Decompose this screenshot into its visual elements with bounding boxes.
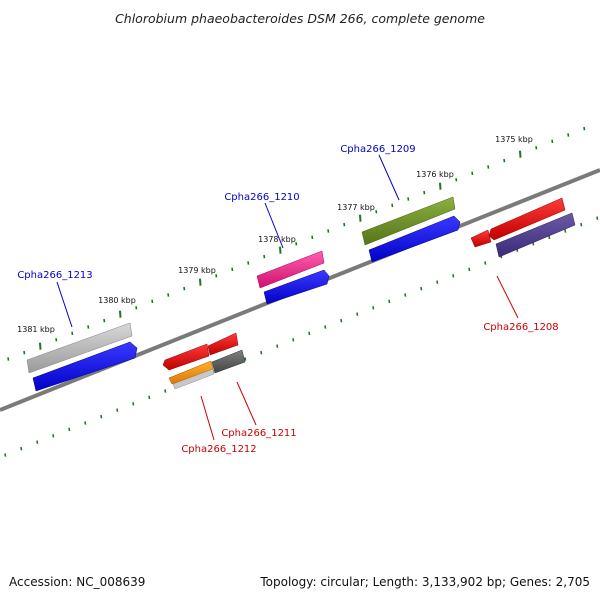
minor-tick (148, 395, 151, 400)
minor-tick (71, 331, 74, 336)
minor-tick (87, 325, 90, 329)
minor-tick (295, 242, 298, 246)
minor-tick (4, 453, 7, 457)
gene-cpha266-1211[interactable] (207, 332, 246, 374)
gene-cpha266-1208[interactable] (470, 197, 576, 258)
major-tick (359, 214, 362, 222)
minor-tick (20, 446, 23, 451)
minor-tick (391, 203, 394, 208)
tick-label-1380: 1380 kbp (98, 296, 136, 305)
major-tick (519, 150, 522, 158)
minor-tick (420, 286, 423, 291)
callout-line-1211 (236, 381, 257, 426)
minor-tick (311, 235, 314, 240)
minor-tick (455, 178, 458, 182)
major-tick (39, 342, 42, 350)
minor-tick (356, 312, 359, 316)
minor-tick (23, 350, 26, 355)
tick-label-1378: 1378 kbp (258, 235, 296, 244)
callout-line-1210 (264, 202, 284, 249)
minor-tick (548, 235, 551, 240)
gene-label-1210[interactable]: Cpha266_1210 (224, 192, 299, 203)
minor-tick (164, 389, 167, 393)
minor-tick (580, 222, 583, 227)
tick-label-1375: 1375 kbp (495, 135, 533, 144)
minor-tick (116, 408, 119, 412)
tick-label-1376: 1376 kbp (416, 170, 454, 179)
minor-tick (260, 350, 263, 355)
minor-tick (183, 286, 186, 291)
tick-label-1379: 1379 kbp (178, 266, 216, 275)
callout-line-1212 (200, 395, 215, 441)
minor-tick (567, 133, 570, 137)
gene-label-1212[interactable]: Cpha266_1212 (181, 444, 256, 455)
minor-tick (487, 165, 490, 169)
minor-tick (468, 267, 471, 272)
minor-tick (436, 280, 439, 284)
minor-tick (308, 331, 311, 336)
minor-tick (52, 434, 55, 438)
gene-cpha266-1213[interactable] (26, 322, 138, 392)
minor-tick (68, 427, 71, 432)
minor-tick (471, 171, 474, 176)
minor-tick (167, 293, 170, 297)
minor-tick (135, 306, 138, 310)
gene-label-1213[interactable]: Cpha266_1213 (17, 270, 92, 281)
minor-tick (343, 222, 346, 227)
page-title: Chlorobium phaeobacteroides DSM 266, com… (115, 11, 485, 26)
minor-tick (36, 440, 39, 444)
minor-tick (247, 261, 250, 265)
major-tick (119, 310, 122, 318)
gene-cpha266-1210[interactable] (256, 250, 330, 305)
minor-tick (215, 274, 218, 278)
minor-tick (100, 414, 103, 419)
minor-tick (564, 229, 567, 233)
minor-tick (340, 318, 343, 323)
minor-tick (55, 338, 58, 342)
minor-tick (132, 402, 135, 406)
minor-tick (583, 126, 586, 131)
minor-tick (551, 139, 554, 144)
gene-label-1211[interactable]: Cpha266_1211 (221, 428, 296, 439)
minor-tick (231, 267, 234, 272)
minor-tick (423, 190, 426, 195)
minor-tick (292, 338, 295, 342)
minor-tick (535, 146, 538, 150)
minor-tick (276, 344, 279, 348)
minor-tick (388, 299, 391, 304)
accession-text: Accession: NC_008639 (9, 575, 145, 589)
minor-tick (596, 216, 599, 220)
callout-line-1208 (496, 275, 519, 319)
callout-line-1213 (56, 281, 73, 328)
minor-tick (407, 197, 410, 201)
minor-tick (103, 318, 106, 323)
minor-tick (503, 158, 506, 163)
minor-tick (404, 293, 407, 297)
tick-label-1381: 1381 kbp (17, 325, 55, 334)
gene-cpha266-1209[interactable] (361, 196, 461, 263)
tick-label-1377: 1377 kbp (337, 203, 375, 212)
minor-tick (324, 325, 327, 329)
gene-cpha266-1212[interactable] (162, 343, 215, 390)
gene-label-1209[interactable]: Cpha266_1209 (340, 144, 415, 155)
minor-tick (484, 261, 487, 265)
major-tick (439, 182, 442, 190)
scale-ticks-upper (7, 126, 586, 361)
genome-summary-text: Topology: circular; Length: 3,133,902 bp… (259, 575, 590, 589)
minor-tick (263, 254, 266, 259)
minor-tick (244, 357, 247, 361)
minor-tick (7, 357, 10, 361)
major-tick (279, 246, 282, 254)
minor-tick (372, 306, 375, 310)
gene-label-1208[interactable]: Cpha266_1208 (483, 322, 558, 333)
minor-tick (327, 229, 330, 233)
minor-tick (84, 421, 87, 425)
minor-tick (151, 299, 154, 304)
callout-line-1209 (378, 154, 400, 201)
major-tick (199, 278, 202, 286)
minor-tick (452, 274, 455, 278)
minor-tick (375, 210, 378, 214)
